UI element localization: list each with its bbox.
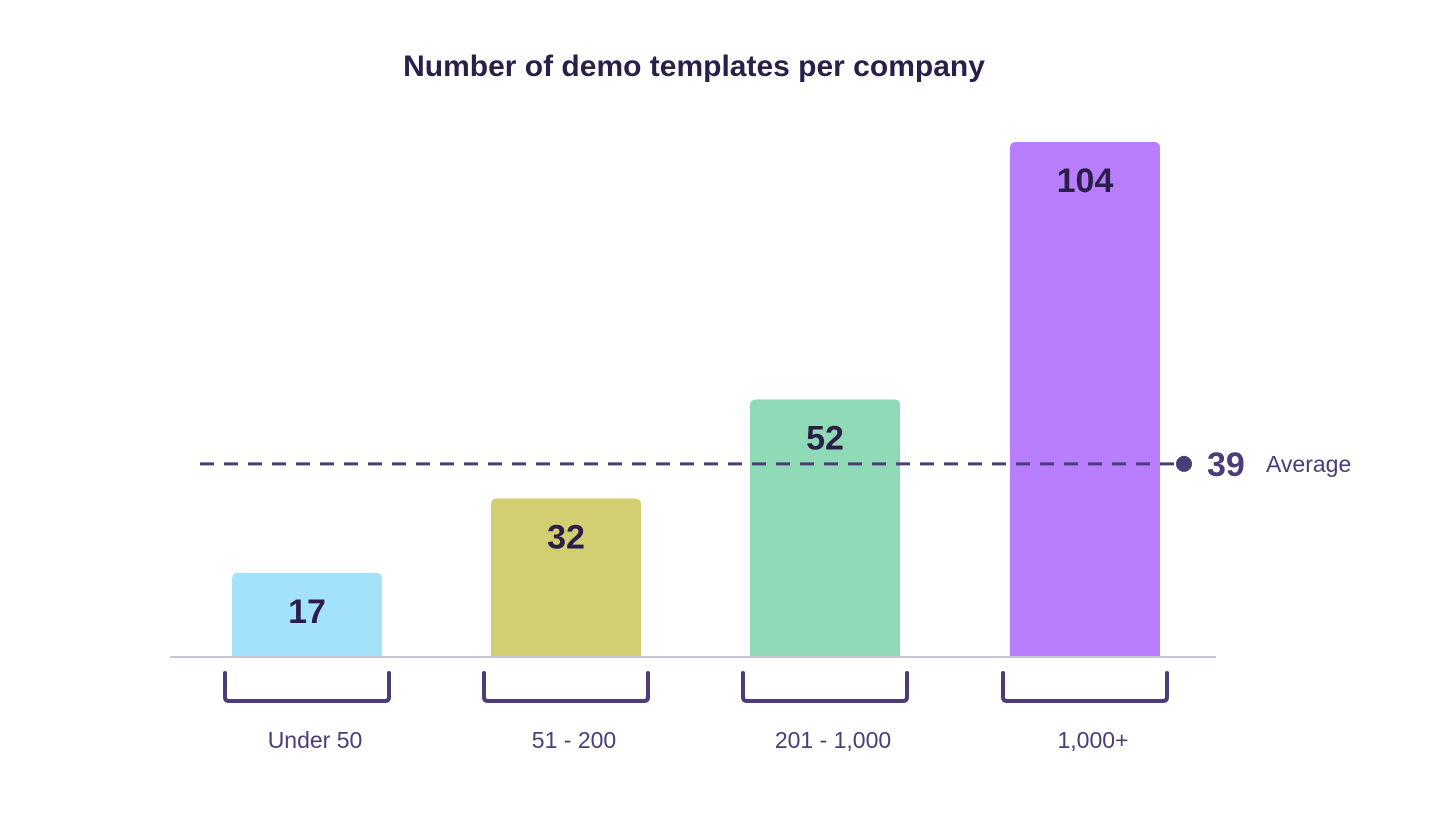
category-bracket [482,671,650,703]
average-text-label: Average [1266,451,1351,477]
category-labels-layer: Under 50 51 - 200 201 - 1,000 1,000+ [268,727,1129,753]
bar-under-50 [232,572,382,657]
average-marker-dot [1176,455,1192,472]
chart-title: Number of demo templates per company [403,50,985,83]
bar-value-label: 52 [806,420,844,458]
category-brackets-layer [223,671,1169,703]
average-reference-layer: 39 Average [200,446,1351,484]
category-bracket [223,671,391,703]
bar-1-000 [1010,142,1160,657]
category-bracket [1001,671,1169,703]
bars-layer: 17 32 52 104 [232,142,1160,657]
bar-value-label: 17 [288,593,326,631]
category-label: 201 - 1,000 [775,727,891,753]
bar-51-200 [491,498,641,657]
bar-value-label: 104 [1057,162,1114,200]
average-value-label: 39 [1207,446,1245,484]
bar-value-label: 32 [547,519,585,557]
category-label: Under 50 [268,727,363,753]
category-label: 51 - 200 [532,727,616,753]
category-bracket [741,671,909,703]
category-label: 1,000+ [1058,727,1129,753]
